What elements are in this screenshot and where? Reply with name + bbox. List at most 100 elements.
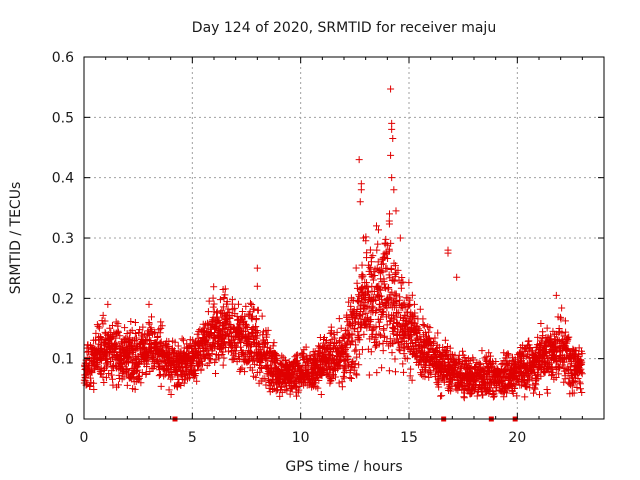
data-point xyxy=(424,334,432,342)
data-point xyxy=(355,350,363,358)
data-point xyxy=(487,352,495,360)
data-point xyxy=(220,339,228,347)
data-point xyxy=(221,291,229,299)
data-point xyxy=(375,282,383,290)
data-point xyxy=(178,335,186,343)
data-point xyxy=(578,350,586,358)
data-point xyxy=(404,302,412,310)
data-point xyxy=(558,304,566,312)
data-point xyxy=(478,347,486,355)
data-point xyxy=(404,308,412,316)
data-point xyxy=(193,377,201,385)
y-tick-label: 0.6 xyxy=(52,50,74,66)
y-tick-label: 0 xyxy=(65,412,74,428)
data-point xyxy=(258,364,266,372)
data-point xyxy=(537,372,545,380)
data-point xyxy=(393,309,401,317)
data-point xyxy=(263,338,271,346)
data-point xyxy=(460,394,468,402)
data-point xyxy=(534,333,542,341)
data-point xyxy=(173,383,181,391)
data-point xyxy=(115,328,123,336)
data-point xyxy=(90,379,98,387)
data-point xyxy=(188,361,196,369)
data-point xyxy=(114,322,122,330)
data-point xyxy=(234,300,242,308)
data-point xyxy=(360,330,368,338)
data-point xyxy=(438,392,446,400)
data-point xyxy=(577,357,585,365)
data-point xyxy=(164,342,172,350)
y-tick-label: 0.5 xyxy=(52,110,74,126)
data-point xyxy=(323,336,331,344)
data-point xyxy=(123,366,131,374)
data-point xyxy=(362,309,370,317)
data-point xyxy=(143,360,151,368)
data-point xyxy=(325,342,333,350)
data-point xyxy=(371,333,379,341)
data-point xyxy=(547,359,555,367)
data-point xyxy=(224,309,232,317)
data-point xyxy=(376,323,384,331)
data-point xyxy=(156,329,164,337)
data-point xyxy=(276,392,284,400)
data-point xyxy=(139,323,147,331)
data-point xyxy=(240,317,248,325)
data-point xyxy=(210,283,218,291)
data-point xyxy=(253,264,261,272)
data-point xyxy=(276,359,284,367)
data-point xyxy=(524,377,532,385)
data-point xyxy=(99,311,107,319)
data-point xyxy=(223,298,231,306)
data-point xyxy=(553,358,561,366)
data-point xyxy=(530,389,538,397)
data-point xyxy=(252,373,260,381)
data-point xyxy=(431,334,439,342)
data-point xyxy=(367,348,375,356)
data-point xyxy=(365,371,373,379)
data-point xyxy=(121,324,129,332)
data-point xyxy=(562,328,570,336)
data-point xyxy=(492,358,500,366)
data-point xyxy=(557,315,565,323)
data-point xyxy=(567,360,575,368)
data-point xyxy=(331,334,339,342)
data-point xyxy=(387,239,395,247)
data-point xyxy=(500,393,508,401)
data-point xyxy=(241,312,249,320)
data-point xyxy=(204,308,212,316)
data-point xyxy=(416,305,424,313)
data-point xyxy=(355,311,363,319)
data-point xyxy=(408,376,416,384)
data-point xyxy=(237,339,245,347)
data-point xyxy=(306,351,314,359)
data-point xyxy=(578,370,586,378)
data-point xyxy=(315,377,323,385)
data-point xyxy=(198,360,206,368)
data-point xyxy=(537,319,545,327)
data-point xyxy=(264,326,272,334)
data-point xyxy=(453,273,461,281)
data-point xyxy=(531,384,539,392)
data-point xyxy=(415,325,423,333)
data-point xyxy=(387,151,395,159)
data-point xyxy=(138,368,146,376)
data-point xyxy=(372,297,380,305)
data-point xyxy=(133,367,141,375)
chart-title: Day 124 of 2020, SRMTID for receiver maj… xyxy=(192,20,496,36)
data-point xyxy=(90,386,98,394)
data-point xyxy=(329,352,337,360)
data-point xyxy=(391,277,399,285)
data-point xyxy=(485,349,493,357)
data-point xyxy=(268,379,276,387)
data-point xyxy=(482,356,490,364)
data-point xyxy=(194,361,202,369)
data-point xyxy=(366,263,374,271)
data-point xyxy=(338,378,346,386)
data-point xyxy=(221,285,229,293)
data-point xyxy=(216,296,224,304)
data-point xyxy=(281,356,289,364)
data-point xyxy=(432,344,440,352)
data-point xyxy=(101,317,109,325)
data-point xyxy=(86,374,94,382)
